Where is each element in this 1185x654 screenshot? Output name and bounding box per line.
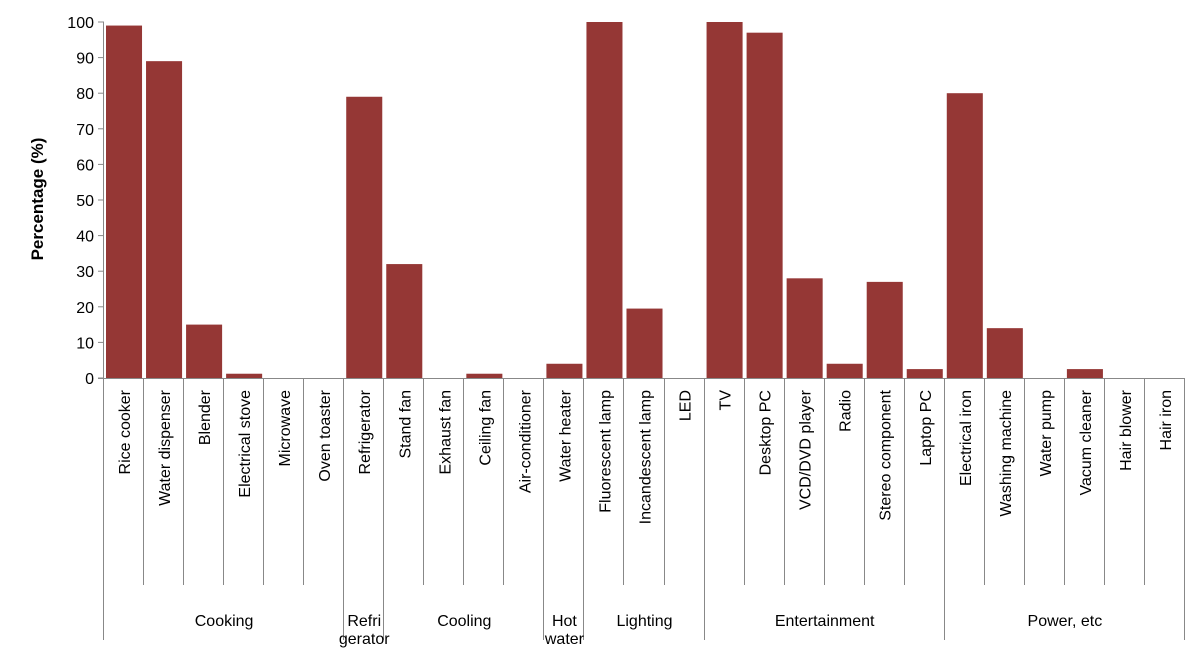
- x-tick-label: Washing machine: [998, 390, 1015, 517]
- group-label: Power, etc: [1028, 613, 1103, 630]
- bar: [546, 363, 583, 378]
- x-tick-label: Radio: [838, 390, 855, 432]
- x-axis: Rice cooker Water dispenser Blender Electri…: [98, 378, 1185, 648]
- x-tick-label: Oven toaster: [317, 389, 334, 481]
- y-tick-label: 70: [76, 122, 94, 139]
- y-tick-label: 100: [67, 15, 94, 32]
- y-tick-label: 30: [76, 264, 94, 281]
- x-tick-label: TV: [718, 390, 735, 411]
- group-label: Hot water: [544, 613, 585, 648]
- bar: [586, 22, 623, 378]
- x-tick-label: Desktop PC: [758, 390, 775, 475]
- bar: [706, 22, 743, 378]
- y-tick-label: 40: [76, 229, 94, 246]
- bar: [986, 328, 1023, 378]
- bars: [106, 22, 1103, 379]
- x-tick-label: Blender: [197, 389, 214, 445]
- group-label: Cooling: [437, 613, 491, 630]
- group-label: Entertainment: [775, 613, 875, 630]
- y-tick-label: 60: [76, 157, 94, 174]
- x-tick-label: Refrigerator: [357, 389, 374, 474]
- x-tick-label: Hair iron: [1158, 390, 1175, 450]
- x-tick-label: Air-conditioner: [517, 389, 534, 493]
- bar: [106, 25, 143, 379]
- group-label: Lighting: [616, 613, 672, 630]
- bar: [826, 363, 863, 378]
- bar: [466, 373, 503, 378]
- x-tick-label: Microwave: [277, 390, 294, 467]
- x-tick-label: Ceiling fan: [477, 390, 494, 466]
- bar: [346, 96, 383, 378]
- x-tick-label: Water pump: [1038, 390, 1055, 477]
- y-tick-label: 20: [76, 300, 94, 317]
- x-tick-label: Hair blower: [1118, 389, 1135, 471]
- bar: [786, 278, 823, 378]
- y-tick-label: 50: [76, 193, 94, 210]
- x-tick-label: Electrical iron: [958, 390, 975, 486]
- x-tick-label: Rice cooker: [117, 389, 134, 474]
- group-label: Cooking: [195, 613, 254, 630]
- bar: [1066, 369, 1103, 378]
- bar: [866, 281, 903, 378]
- x-tick-label: VCD/DVD player: [798, 389, 815, 510]
- y-axis: 0 10 20 30 40 50 60 70 80 90 100: [67, 15, 104, 388]
- x-tick-label: Electrical stove: [237, 390, 254, 498]
- x-tick-label: Stereo component: [878, 389, 895, 520]
- x-tick-label: LED: [678, 390, 695, 421]
- y-tick-label: 80: [76, 86, 94, 103]
- y-tick-label: 10: [76, 335, 94, 352]
- bar: [146, 61, 183, 378]
- y-tick-label: 90: [76, 51, 94, 68]
- bar: [946, 93, 983, 378]
- bar: [626, 308, 663, 378]
- x-tick-label: Vacum cleaner: [1078, 389, 1095, 495]
- bar: [186, 324, 223, 378]
- x-tick-label: Incandescent lamp: [638, 390, 655, 524]
- bar: [386, 264, 423, 378]
- bar: [746, 32, 783, 379]
- bar: [226, 373, 263, 378]
- group-label: Refri gerator: [339, 613, 390, 648]
- x-tick-label: Fluorescent lamp: [597, 390, 614, 513]
- bar: [906, 369, 943, 378]
- x-tick-label: Laptop PC: [918, 390, 935, 466]
- x-tick-label: Stand fan: [397, 390, 414, 459]
- y-axis-title: Percentage (%): [28, 138, 47, 261]
- y-tick-label: 0: [85, 371, 94, 388]
- x-tick-label: Water dispenser: [157, 389, 174, 506]
- x-tick-label: Exhaust fan: [437, 390, 454, 475]
- x-tick-label: Water heater: [557, 389, 574, 482]
